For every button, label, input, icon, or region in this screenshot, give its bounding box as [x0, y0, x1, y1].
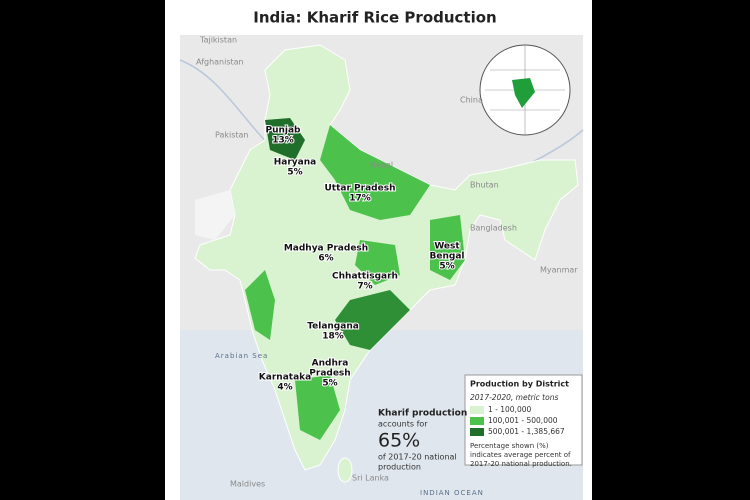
annotation-heading: Kharif production: [378, 409, 467, 419]
legend-note: indicates average percent of: [470, 451, 571, 459]
legend-swatch: [470, 428, 484, 436]
district-cluster: [245, 270, 275, 340]
state-share: 4%: [277, 383, 292, 393]
sri-lanka-shape: [337, 457, 353, 483]
country-label: China: [460, 96, 483, 105]
legend-note: 2017-20 national production.: [470, 460, 572, 468]
state-name: West: [434, 242, 460, 252]
legend-swatch: [470, 406, 484, 414]
district-cluster: [295, 375, 340, 440]
district-cluster: [355, 240, 400, 285]
state-share: 7%: [357, 282, 372, 292]
desert-region: [195, 190, 235, 240]
state-share: 5%: [439, 262, 454, 272]
state-name: Haryana: [274, 158, 316, 168]
country-label: Nepal: [370, 161, 393, 170]
district-cluster: [320, 125, 430, 220]
annotation-big: 65%: [378, 430, 420, 452]
globe-india: [512, 78, 535, 108]
state-share: 18%: [322, 332, 344, 342]
legend-label: 100,001 - 500,000: [488, 416, 558, 425]
legend-subtitle: 2017-2020, metric tons: [470, 393, 558, 402]
state-name: Punjab: [265, 126, 301, 136]
annotation-line: of 2017-20 national: [378, 453, 457, 462]
country-label: Myanmar: [540, 266, 578, 275]
state-name: Bengal: [430, 252, 465, 262]
state-name: Chhattisgarh: [332, 272, 398, 282]
legend-title: Production by District: [470, 380, 569, 389]
country-label: Tajikistan: [199, 36, 237, 45]
state-name: Uttar Pradesh: [325, 184, 396, 194]
district-cluster: [265, 118, 305, 160]
state-name: Karnataka: [259, 373, 311, 383]
legend-box: [464, 374, 583, 466]
country-label: Maldives: [230, 480, 265, 489]
country-label: Afghanistan: [196, 58, 244, 67]
state-name: Telangana: [307, 322, 359, 332]
legend-label: 500,001 - 1,385,667: [488, 427, 565, 436]
country-label: Pakistan: [215, 131, 249, 140]
legend-swatch: [470, 417, 484, 425]
legend-label: 1 - 100,000: [488, 405, 531, 414]
country-label: Bangladesh: [470, 224, 517, 233]
state-name: Madhya Pradesh: [284, 244, 368, 254]
state-name: Andhra: [312, 359, 349, 369]
state-share: 5%: [287, 168, 302, 178]
title: India: Kharif Rice Production: [253, 9, 496, 27]
state-share: 6%: [318, 254, 333, 264]
district-cluster: [430, 215, 465, 280]
country-label: Sri Lanka: [352, 474, 389, 483]
legend-note: Percentage shown (%): [470, 442, 549, 450]
country-label: Bhutan: [470, 181, 499, 190]
state-share: 13%: [272, 136, 294, 146]
state-name: Pradesh: [309, 369, 350, 379]
sea-label: INDIAN OCEAN: [420, 489, 484, 497]
sea-label: Arabian Sea: [215, 352, 268, 360]
annotation-line: accounts for: [378, 420, 428, 429]
state-share: 5%: [322, 379, 337, 389]
state-share: 17%: [349, 194, 371, 204]
district-cluster: [335, 290, 410, 350]
annotation-line: production: [378, 463, 421, 472]
